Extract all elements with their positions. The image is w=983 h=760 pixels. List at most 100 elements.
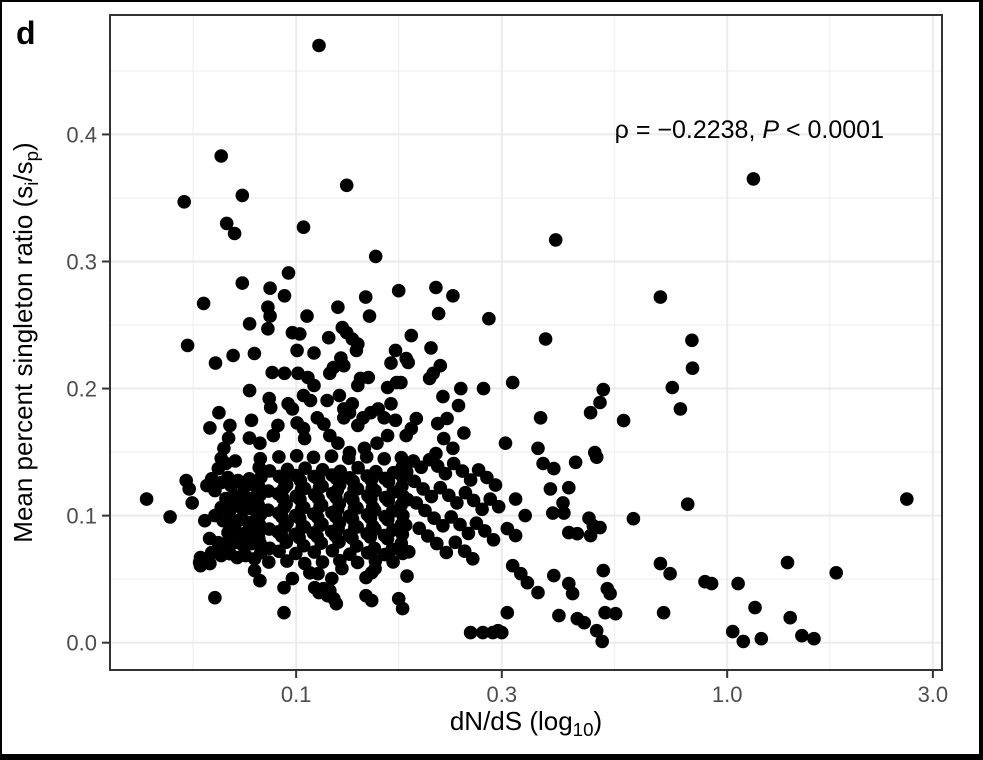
data-point [271,418,285,433]
data-point [395,479,409,494]
data-point [829,566,843,580]
data-point [603,586,617,601]
data-point [277,481,291,496]
data-point [331,436,345,451]
data-point [196,296,211,311]
data-point [736,634,751,649]
data-point [595,634,609,649]
data-point [311,566,325,581]
data-point [424,341,438,355]
data-point [262,555,276,569]
data-point [363,530,378,544]
data-point [331,300,345,315]
data-point [431,306,446,321]
data-point [290,343,304,358]
data-point [380,428,395,443]
data-point [265,365,280,380]
data-point [244,413,259,428]
data-point [330,502,345,517]
data-point [436,389,450,404]
data-point [350,555,365,570]
data-point [253,436,267,451]
data-point [725,624,740,639]
data-point [203,421,217,435]
data-point [746,172,761,186]
data-point [463,625,478,640]
data-point [436,519,450,533]
data-point [180,338,195,353]
data-point [546,506,560,520]
data-point [453,517,467,532]
data-point [214,149,228,163]
data-point [552,608,566,623]
data-point [293,327,307,341]
data-point [748,600,762,615]
data-point [384,397,398,411]
data-point [562,480,576,495]
data-point [593,395,607,410]
x-tick-label: 1.0 [712,682,743,707]
data-point [163,510,177,524]
data-point [263,309,277,323]
data-point [418,503,432,518]
data-point [277,519,292,534]
data-point [475,502,489,517]
y-tick-label: 0.0 [66,631,97,656]
data-point [223,418,237,433]
data-point [446,289,460,303]
data-point [508,492,523,506]
data-point [439,545,454,560]
data-point [226,348,240,363]
data-point [351,460,365,475]
data-point [424,489,439,504]
data-point [310,529,325,544]
data-point [478,524,492,538]
data-point [593,520,607,535]
data-point [421,529,435,543]
data-point [323,366,337,381]
data-point [285,402,300,416]
data-point [656,605,671,620]
data-point [402,545,416,559]
data-point [266,428,281,443]
data-point [253,573,267,588]
data-point [505,375,520,390]
data-point [321,330,336,345]
data-point [342,405,357,420]
x-tick-label: 0.3 [487,682,518,707]
data-point [235,276,250,290]
data-point [482,311,496,326]
data-point [368,554,383,568]
data-point [297,431,312,446]
data-point [221,431,236,445]
data-point [285,571,300,586]
data-point [388,343,403,358]
data-point [577,615,591,630]
data-point [531,585,545,600]
data-point [685,361,700,376]
data-point [653,290,668,304]
panel-border [109,14,943,671]
data-point [395,601,410,616]
data-point [247,346,262,361]
data-point [653,556,668,571]
data-point [543,482,558,496]
data-point [394,375,408,390]
data-point [388,413,403,428]
data-point [436,431,451,446]
data-point [253,545,268,560]
data-point [488,478,503,492]
data-point [807,631,821,646]
data-point [466,552,480,566]
data-point [351,378,365,393]
data-point [341,451,356,466]
panel-label: d [16,15,36,51]
data-point [294,482,309,497]
data-point [900,492,914,506]
data-point [438,466,453,481]
data-point [795,628,809,643]
data-point [247,563,262,578]
data-point [272,544,286,559]
data-point [409,411,424,426]
